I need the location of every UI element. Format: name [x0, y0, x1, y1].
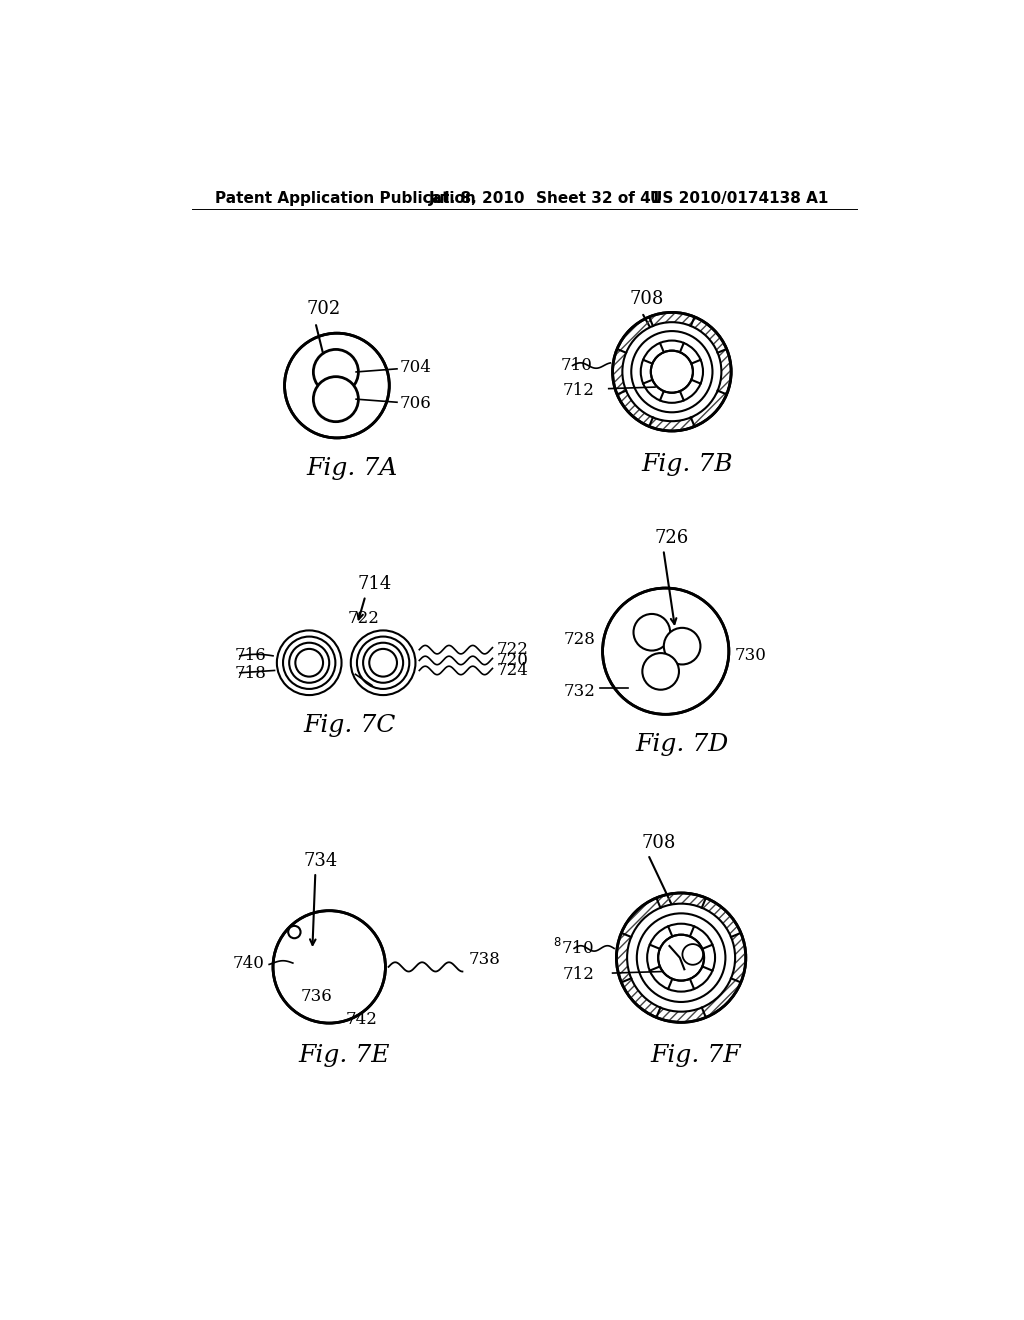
- Text: 736: 736: [301, 987, 333, 1005]
- Circle shape: [641, 341, 703, 403]
- Text: 706: 706: [399, 395, 431, 412]
- Circle shape: [612, 313, 731, 430]
- Text: Fig. 7F: Fig. 7F: [650, 1044, 741, 1068]
- Text: 738: 738: [469, 950, 501, 968]
- Text: 724: 724: [497, 661, 528, 678]
- Circle shape: [273, 911, 385, 1023]
- Text: 730: 730: [735, 647, 767, 664]
- Text: Fig. 7D: Fig. 7D: [635, 734, 728, 756]
- Text: Fig. 7B: Fig. 7B: [641, 453, 733, 477]
- Circle shape: [357, 636, 410, 689]
- Circle shape: [351, 631, 416, 696]
- Circle shape: [623, 322, 721, 421]
- Circle shape: [664, 628, 700, 664]
- Text: 728: 728: [564, 631, 596, 648]
- Circle shape: [288, 925, 301, 939]
- Circle shape: [631, 331, 713, 412]
- Text: Jul. 8, 2010: Jul. 8, 2010: [429, 191, 525, 206]
- Circle shape: [682, 944, 703, 965]
- Circle shape: [637, 913, 725, 1002]
- Circle shape: [313, 350, 358, 395]
- Text: 708: 708: [641, 834, 676, 851]
- Text: 742: 742: [346, 1011, 378, 1028]
- Text: 720: 720: [497, 652, 528, 669]
- Circle shape: [283, 636, 336, 689]
- Circle shape: [658, 935, 705, 981]
- Text: 712: 712: [562, 381, 594, 399]
- Text: 708: 708: [630, 290, 664, 309]
- Circle shape: [289, 643, 330, 682]
- Text: 718: 718: [234, 665, 266, 682]
- Circle shape: [634, 614, 670, 651]
- Text: US 2010/0174138 A1: US 2010/0174138 A1: [649, 191, 828, 206]
- Text: Sheet 32 of 41: Sheet 32 of 41: [537, 191, 662, 206]
- Text: Fig. 7A: Fig. 7A: [306, 457, 397, 480]
- Text: 726: 726: [654, 529, 688, 546]
- Circle shape: [616, 892, 745, 1022]
- Circle shape: [276, 631, 342, 696]
- Text: 702: 702: [306, 301, 340, 318]
- Text: Fig. 7E: Fig. 7E: [298, 1044, 390, 1067]
- Text: 740: 740: [233, 954, 265, 972]
- Circle shape: [313, 376, 358, 421]
- Circle shape: [602, 589, 729, 714]
- Text: 734: 734: [304, 851, 338, 870]
- Circle shape: [364, 643, 403, 682]
- Text: 714: 714: [357, 576, 392, 593]
- Text: 732: 732: [564, 682, 596, 700]
- Circle shape: [651, 351, 693, 393]
- Circle shape: [370, 649, 397, 677]
- Circle shape: [295, 649, 323, 677]
- Text: 722: 722: [348, 610, 380, 627]
- Text: Fig. 7C: Fig. 7C: [304, 714, 396, 737]
- Text: 716: 716: [234, 647, 266, 664]
- Circle shape: [285, 333, 389, 438]
- Text: $^8$710: $^8$710: [553, 939, 594, 958]
- Text: 722: 722: [497, 642, 528, 659]
- Circle shape: [627, 904, 735, 1011]
- Circle shape: [642, 653, 679, 690]
- Text: 710: 710: [560, 356, 592, 374]
- Circle shape: [647, 924, 715, 991]
- Text: 704: 704: [399, 359, 431, 376]
- Text: Patent Application Publication: Patent Application Publication: [215, 191, 476, 206]
- Text: 712: 712: [562, 966, 594, 983]
